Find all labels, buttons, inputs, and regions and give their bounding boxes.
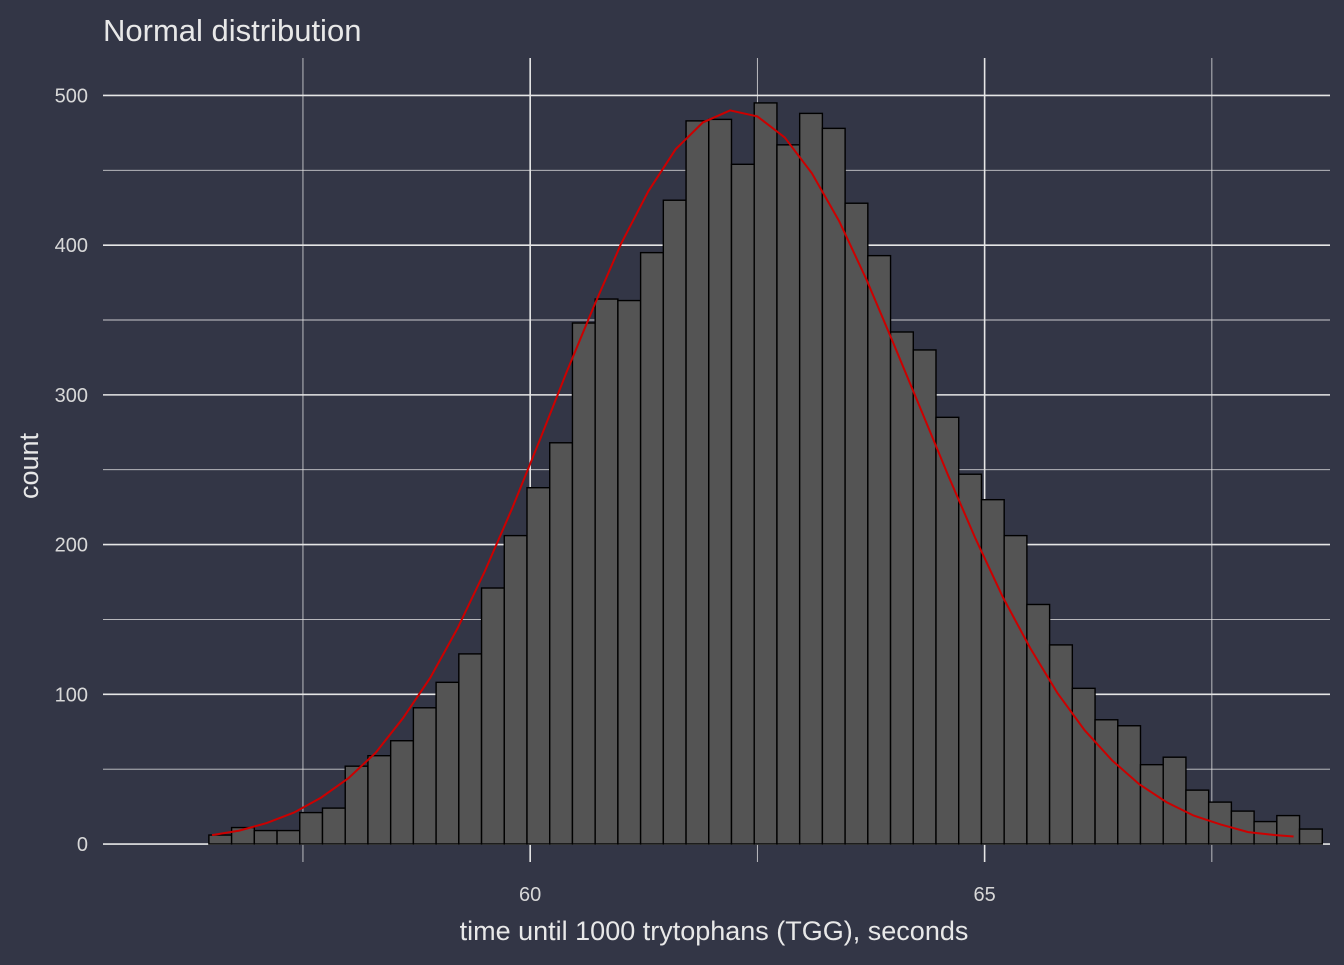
histogram-bar [844, 202, 869, 845]
y-tick-label: 200 [55, 535, 88, 557]
y-tick-label: 0 [77, 834, 88, 856]
histogram-bar [1298, 828, 1323, 845]
histogram-bar [1048, 644, 1074, 845]
histogram-bar [639, 251, 665, 845]
chart-title: Normal distribution [103, 13, 361, 48]
histogram-bar [1276, 814, 1301, 845]
histogram-bar [798, 112, 824, 845]
histogram-bar [821, 127, 846, 845]
histogram-bar [1071, 687, 1096, 845]
histogram-bar [1117, 725, 1142, 845]
y-tick-label: 100 [55, 684, 88, 706]
histogram-bar [208, 834, 233, 845]
histogram-bar [1026, 603, 1051, 845]
histogram-bar [367, 754, 392, 845]
x-tick-label: 60 [519, 884, 541, 906]
histogram-bar [571, 322, 596, 845]
histogram-bar [935, 416, 960, 845]
histogram-bar [480, 587, 505, 845]
y-tick-label: 300 [55, 385, 88, 407]
x-tick-label: 65 [973, 884, 995, 906]
histogram-bar [1207, 801, 1233, 845]
histogram-bar [299, 811, 324, 845]
histogram-bar [1162, 756, 1187, 845]
histogram-bar [889, 331, 914, 845]
density-curve-layer [211, 109, 1294, 838]
histogram-bar [867, 254, 892, 845]
histogram-bar [912, 349, 937, 845]
y-tick-label: 400 [55, 235, 88, 257]
histogram-bar [1139, 763, 1164, 845]
histogram-bar [662, 199, 687, 845]
histogram-bar [549, 442, 574, 845]
y-tick-label: 500 [55, 85, 88, 107]
histogram-bar [435, 681, 460, 845]
histogram-bar [617, 299, 642, 845]
tick-labels-layer: 0 100 200 300 400 500 60 65 [55, 85, 996, 906]
normal-density-curve [211, 109, 1294, 838]
histogram-bar [1094, 719, 1119, 845]
x-axis-label: time until 1000 trytophans (TGG), second… [460, 916, 969, 946]
histogram-bar [958, 473, 983, 845]
histogram-bar [321, 807, 346, 845]
histogram-bar [253, 829, 278, 845]
histogram-bar [708, 118, 733, 845]
histogram-bar [685, 120, 710, 845]
histogram-bar [753, 102, 778, 845]
histogram-bar [389, 740, 415, 845]
histogram-bar [730, 163, 755, 845]
histogram-bar [276, 829, 301, 845]
histogram-bar [503, 534, 528, 845]
histogram-bar [594, 298, 619, 845]
histogram-bar [526, 486, 551, 845]
bars-layer [208, 102, 1323, 845]
histogram-bar [980, 498, 1005, 845]
y-axis-label: count [14, 432, 44, 499]
histogram-bar [412, 707, 437, 845]
histogram-bar [776, 144, 801, 845]
histogram-bar [1003, 534, 1028, 845]
histogram-bar [458, 653, 483, 845]
